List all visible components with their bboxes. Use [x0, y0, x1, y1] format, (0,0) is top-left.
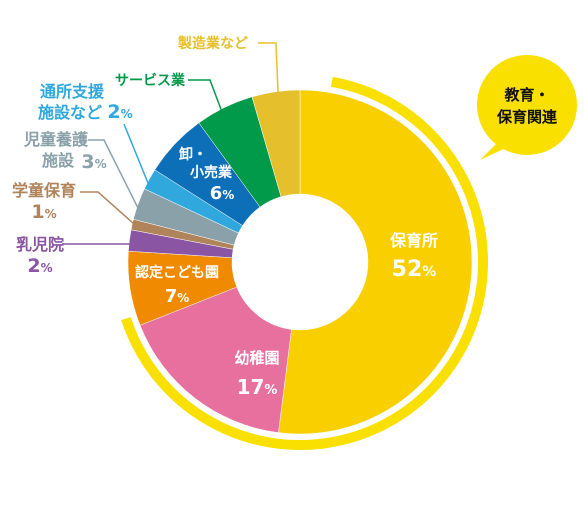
label-seizo-name: 製造業など	[177, 35, 248, 52]
slice-hoikusho	[278, 89, 473, 435]
leader-seizo	[258, 42, 279, 93]
leader-service	[188, 79, 223, 113]
label-hoikusho-value: 52%	[392, 257, 437, 282]
label-oroshi-value: 6%	[210, 183, 235, 204]
label-jido-name-line2: 施設	[42, 151, 75, 170]
label-tsusho-name-line2: 施設など	[38, 103, 102, 122]
label-yochien-name: 幼稚園	[234, 349, 279, 367]
slice-seizo	[251, 89, 301, 198]
bubble-education-childcare	[477, 55, 577, 155]
education-childcare-outer-arc	[121, 76, 488, 450]
bubble-text-line2: 保育関連	[496, 108, 558, 126]
label-oroshi-name-line2: 小売業	[190, 164, 233, 181]
label-hoikusho-name: 保育所	[389, 231, 438, 250]
slice-yochien	[139, 286, 292, 433]
label-nyujiin-name: 乳児院	[16, 235, 64, 254]
label-tsusho-name-line1: 通所支援	[40, 82, 105, 101]
label-gakudo-name: 学童保育	[12, 181, 76, 200]
label-jido-value: 3%	[81, 151, 106, 173]
label-service-name: サービス業	[115, 72, 186, 89]
label-nyujiin-value: 2%	[27, 255, 52, 277]
label-yochien-value: 17%	[237, 375, 278, 399]
label-nintei-name: 認定こども園	[135, 264, 219, 281]
label-jido-name-line1: 児童養護	[23, 130, 89, 149]
leader-gakudo	[80, 191, 135, 225]
label-gakudo-value: 1%	[31, 201, 56, 223]
label-nintei-value: 7%	[165, 286, 190, 307]
bubble-text-line1: 教育・	[503, 86, 549, 104]
leader-jido	[88, 139, 139, 209]
label-oroshi-name-line1: 卸・	[179, 146, 207, 163]
label-tsusho-value: 2%	[107, 101, 132, 123]
leader-tsusho	[123, 123, 151, 189]
